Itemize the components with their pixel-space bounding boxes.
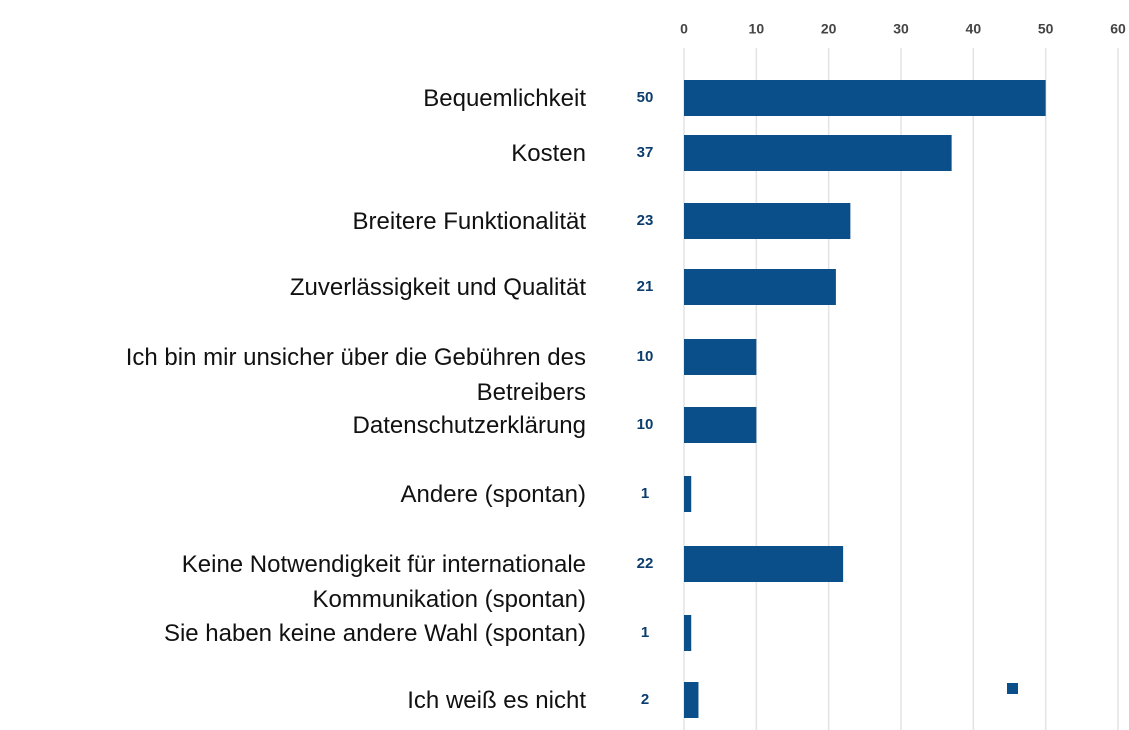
value-label: 37 — [637, 144, 654, 161]
value-label: 2 — [641, 691, 649, 708]
x-tick-label: 0 — [680, 21, 688, 37]
bar — [684, 407, 757, 443]
category-label: Ich weiß es nicht — [407, 687, 586, 714]
value-label: 50 — [637, 89, 654, 106]
value-label: 10 — [637, 416, 654, 433]
bar — [684, 615, 692, 651]
bar — [684, 476, 692, 512]
value-label: 21 — [637, 278, 654, 295]
x-tick-label: 40 — [966, 21, 982, 37]
bar — [684, 682, 699, 718]
bar — [684, 135, 952, 171]
category-label: Datenschutzerklärung — [352, 412, 586, 439]
category-label: Ich bin mir unsicher über die Gebühren d… — [125, 344, 586, 406]
x-tick-label: 30 — [893, 21, 909, 37]
bar — [684, 339, 757, 375]
x-tick-label: 20 — [821, 21, 837, 37]
category-label: Sie haben keine andere Wahl (spontan) — [163, 620, 586, 647]
category-label: Andere (spontan) — [400, 481, 586, 508]
value-label: 10 — [637, 348, 654, 365]
bar — [684, 203, 851, 239]
bar — [684, 269, 836, 305]
legend-marker — [1007, 683, 1018, 694]
category-label: Keine Notwendigkeit für internationale K… — [181, 551, 586, 613]
value-label: 23 — [637, 212, 654, 229]
x-tick-label: 10 — [749, 21, 765, 37]
category-label: Bequemlichkeit — [423, 85, 586, 112]
x-tick-label: 50 — [1038, 21, 1054, 37]
value-label: 1 — [641, 624, 649, 641]
category-label: Kosten — [511, 140, 586, 167]
x-tick-label: 60 — [1110, 21, 1126, 37]
value-label: 1 — [641, 485, 649, 502]
category-label: Breitere Funktionalität — [352, 208, 586, 235]
bar — [684, 546, 844, 582]
bar — [684, 80, 1046, 116]
value-label: 22 — [637, 555, 654, 572]
category-label: Zuverlässigkeit und Qualität — [289, 274, 586, 301]
